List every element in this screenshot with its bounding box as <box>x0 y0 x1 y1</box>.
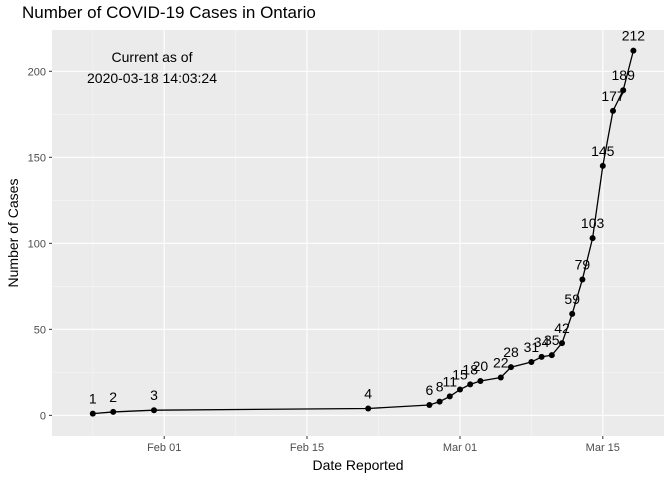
data-point <box>436 398 443 405</box>
data-label: 212 <box>622 28 646 44</box>
data-label: 2 <box>109 389 117 405</box>
data-point <box>426 402 433 409</box>
grid-minor <box>52 30 664 436</box>
data-points <box>89 47 637 417</box>
data-point <box>151 407 157 414</box>
data-label: 189 <box>612 67 636 83</box>
data-label: 177 <box>601 88 625 104</box>
data-point <box>457 386 463 393</box>
x-axis-title: Date Reported <box>312 457 403 473</box>
y-tick-label: 150 <box>28 152 46 164</box>
plot-panel <box>52 30 664 436</box>
annotation-line-1: Current as of <box>112 49 193 65</box>
data-point <box>467 381 474 388</box>
data-point <box>559 340 565 347</box>
data-point <box>446 393 453 400</box>
y-axis-title: Number of Cases <box>5 179 21 288</box>
data-label: 28 <box>503 344 519 360</box>
data-point <box>579 276 586 283</box>
data-point <box>620 87 627 94</box>
data-label: 42 <box>554 320 570 336</box>
data-label: 6 <box>426 382 434 398</box>
data-point <box>548 352 555 359</box>
y-tick-label: 0 <box>40 410 46 422</box>
y-tick-label: 50 <box>34 324 46 336</box>
data-label: 1 <box>89 391 97 407</box>
x-tick-label: Feb 15 <box>290 442 324 454</box>
data-point <box>538 353 545 360</box>
data-label: 18 <box>462 361 478 377</box>
data-label: 8 <box>436 379 444 395</box>
data-label: 20 <box>473 358 489 374</box>
data-point <box>477 377 484 384</box>
data-point <box>497 374 504 381</box>
x-tick-label: Mar 01 <box>443 442 477 454</box>
data-label: 22 <box>493 355 509 371</box>
data-point <box>610 107 616 114</box>
data-label: 59 <box>564 291 580 307</box>
y-tick-label: 200 <box>28 66 46 78</box>
grid-major <box>52 30 664 436</box>
data-label: 31 <box>524 339 540 355</box>
data-point <box>589 235 596 242</box>
chart-title: Number of COVID-19 Cases in Ontario <box>22 3 316 22</box>
y-axis-ticks: 0 50 100 150 200 <box>28 66 52 422</box>
data-point <box>528 359 535 366</box>
data-label: 15 <box>452 367 468 383</box>
data-point <box>569 310 576 317</box>
annotation-line-2: 2020-03-18 14:03:24 <box>87 70 217 86</box>
x-tick-label: Feb 01 <box>147 442 181 454</box>
data-point <box>365 405 372 412</box>
data-label: 103 <box>581 215 605 231</box>
data-label: 11 <box>443 373 458 389</box>
data-label: 4 <box>364 385 372 401</box>
data-point <box>599 162 606 169</box>
x-axis-ticks: Feb 01 Feb 15 Mar 01 Mar 15 <box>147 436 620 454</box>
data-point <box>630 47 637 54</box>
data-point <box>508 364 514 371</box>
x-tick-label: Mar 15 <box>586 442 620 454</box>
data-label: 79 <box>575 256 591 272</box>
data-label: 145 <box>591 143 615 159</box>
data-label: 35 <box>544 332 560 348</box>
data-label: 34 <box>534 334 550 350</box>
y-tick-label: 100 <box>28 238 46 250</box>
data-point <box>110 408 117 415</box>
data-label: 3 <box>150 387 158 403</box>
data-point <box>89 410 96 417</box>
